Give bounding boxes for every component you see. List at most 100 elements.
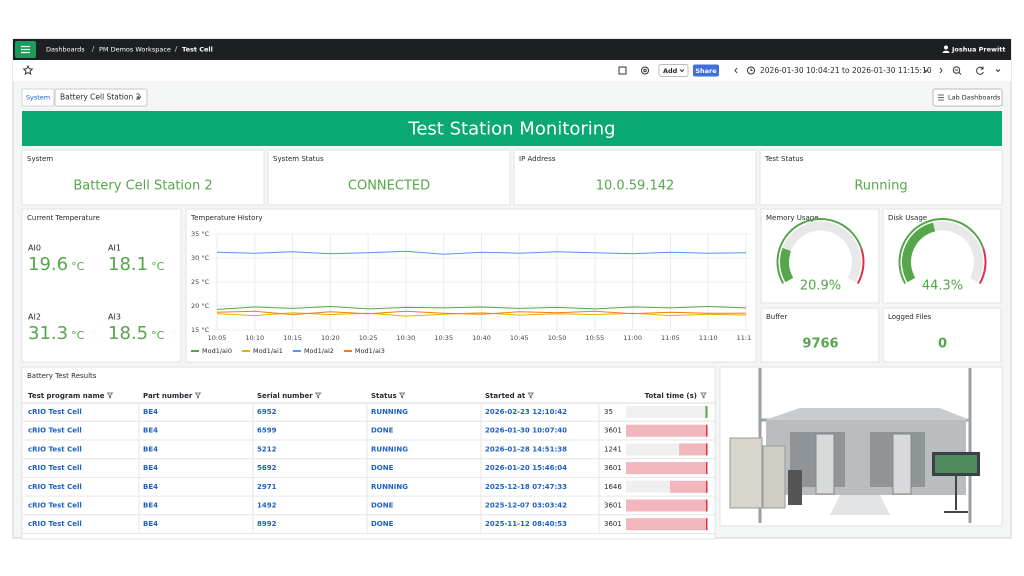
- chevron[interactable]: [923, 69, 929, 73]
- bar-cap: [706, 462, 708, 475]
- share-button[interactable]: [693, 64, 719, 77]
- clock-icon: [747, 66, 755, 75]
- save-icon[interactable]: [618, 66, 627, 75]
- filter-icon[interactable]: [700, 392, 707, 399]
- user-icon: [942, 50, 950, 53]
- breadcrumb-separators: [91, 45, 178, 53]
- reading-name: AI0: [28, 244, 41, 253]
- list-icon: [938, 94, 944, 101]
- stat-value: Battery Cell Station 2: [73, 179, 212, 194]
- variable-select[interactable]: [54, 88, 148, 107]
- panel: [21, 208, 182, 363]
- table-cell: 5692: [257, 464, 277, 472]
- user-icon: [944, 45, 948, 50]
- filter-icon[interactable]: [398, 392, 406, 399]
- reading-name: AI2: [28, 313, 41, 322]
- table-cell: 3601: [604, 464, 622, 472]
- breadcrumb[interactable]: Test Cell: [182, 46, 213, 54]
- table-cell: 3601: [604, 502, 622, 510]
- table-cell: BE4: [143, 483, 158, 491]
- forward-button[interactable]: [939, 67, 943, 74]
- breadcrumb[interactable]: PM Demos Workspace: [99, 46, 171, 54]
- variable-label-box: [21, 88, 55, 107]
- table-cell: BE4: [143, 408, 158, 416]
- panel: [267, 149, 511, 206]
- x-tick-label: 10:40: [472, 334, 491, 342]
- gauge-threshold: [776, 218, 863, 284]
- chevron[interactable]: [995, 69, 1001, 73]
- column-header[interactable]: Test program name: [28, 392, 105, 400]
- table-cell: 3601: [604, 520, 622, 528]
- table-cell[interactable]: cRIO Test Cell: [28, 520, 82, 528]
- x-tick-label: 10:15: [283, 334, 302, 342]
- filter-icon[interactable]: [314, 392, 322, 399]
- reading-value: 19.6: [28, 254, 68, 275]
- x-tick-label: 10:05: [208, 334, 227, 342]
- breadcrumb[interactable]: Dashboards: [46, 46, 85, 54]
- panel: [513, 149, 757, 206]
- filter-icon[interactable]: [527, 392, 534, 399]
- table-cell: BE4: [143, 445, 158, 453]
- column-header[interactable]: Serial number: [257, 392, 313, 400]
- user-name[interactable]: Joshua Prewitt: [951, 46, 1005, 54]
- filter-icon[interactable]: [106, 392, 114, 399]
- legend-label[interactable]: Mod1/ai3: [355, 347, 385, 355]
- legend-label[interactable]: Mod1/ai0: [202, 347, 232, 355]
- column-header[interactable]: Started at: [485, 392, 526, 400]
- chevron: [679, 69, 685, 73]
- zoom-out-icon[interactable]: [952, 66, 961, 74]
- gauge-threshold: [856, 248, 865, 284]
- bar-cap: [706, 499, 708, 512]
- refresh-icon[interactable]: [976, 66, 984, 75]
- column-header[interactable]: Total time (s): [645, 392, 697, 400]
- x-tick-label: 11:00: [623, 334, 642, 342]
- reading-value: 18.1: [108, 254, 148, 275]
- gauge-threshold: [898, 218, 985, 284]
- add-label: Add: [663, 67, 678, 75]
- legend-label[interactable]: Mod1/ai2: [304, 347, 334, 355]
- lab-dashboards-button[interactable]: [932, 88, 1003, 107]
- share-label: Share: [695, 67, 717, 75]
- stat-title: Test Status: [764, 155, 804, 163]
- reading-name: AI3: [108, 313, 121, 322]
- table-cell[interactable]: cRIO Test Cell: [28, 483, 82, 491]
- table-cell: 8992: [257, 520, 277, 528]
- settings-icon[interactable]: [641, 66, 649, 75]
- table-cell[interactable]: cRIO Test Cell: [28, 464, 82, 472]
- x-tick-label: 11:15: [737, 334, 756, 342]
- counter-value: 9766: [802, 337, 838, 352]
- x-tick-label: 11:05: [661, 334, 680, 342]
- variable-label: System: [26, 94, 50, 102]
- bar-cap: [706, 406, 708, 418]
- table-cell[interactable]: cRIO Test Cell: [28, 445, 82, 453]
- y-tick-label: 35 °C: [191, 230, 210, 238]
- table-cell: BE4: [143, 464, 158, 472]
- panel: [760, 307, 880, 363]
- add-button[interactable]: [658, 64, 689, 77]
- gauge-value-arc: [780, 248, 794, 283]
- back-button[interactable]: [734, 67, 738, 74]
- legend-label[interactable]: Mod1/ai1: [253, 347, 283, 355]
- table-cell[interactable]: cRIO Test Cell: [28, 502, 82, 510]
- counter-value: 0: [938, 337, 947, 352]
- series-line: [216, 250, 747, 255]
- table-cell: DONE: [371, 502, 394, 510]
- table-cell: DONE: [371, 427, 394, 435]
- bar-cap: [706, 480, 708, 493]
- filter-icon[interactable]: [194, 392, 202, 399]
- bar-cap: [706, 424, 708, 437]
- reading-unit: °C: [151, 329, 165, 342]
- clock-icon: [750, 68, 753, 71]
- star-icon[interactable]: [22, 64, 34, 76]
- table-cell[interactable]: cRIO Test Cell: [28, 408, 82, 416]
- table-cell[interactable]: cRIO Test Cell: [28, 427, 82, 435]
- chevron: [136, 96, 142, 100]
- bar-track: [626, 406, 707, 418]
- panel-title: Battery Test Results: [27, 372, 97, 380]
- total-time-bar: [626, 499, 707, 512]
- column-header[interactable]: Part number: [143, 392, 193, 400]
- column-header[interactable]: Status: [371, 392, 397, 400]
- time-range[interactable]: 2026-01-30 10:04:21 to 2026-01-30 11:15:…: [760, 66, 932, 75]
- menu-icon: [21, 45, 30, 54]
